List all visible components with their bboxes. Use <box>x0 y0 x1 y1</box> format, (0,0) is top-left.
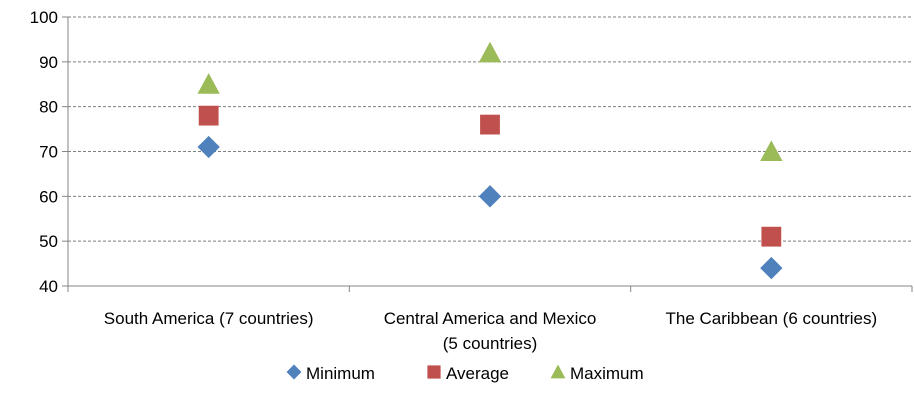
legend-marker-average <box>427 365 441 379</box>
x-category-label: The Caribbean (6 countries) <box>665 309 877 328</box>
y-tick-label: 60 <box>39 187 58 206</box>
axes <box>62 16 913 292</box>
y-tick-label: 90 <box>39 53 58 72</box>
x-category-label-line: (5 countries) <box>443 334 537 353</box>
x-category-label-line: South America (7 countries) <box>104 309 314 328</box>
y-tick-label: 50 <box>39 232 58 251</box>
legend-label: Maximum <box>570 364 644 383</box>
marker-average-2 <box>761 226 782 247</box>
marker-minimum-0 <box>197 135 220 159</box>
legend-marker-minimum <box>286 364 302 380</box>
y-tick-label: 100 <box>30 8 58 27</box>
legend: Minimum Average Maximum <box>286 364 644 383</box>
legend-marker-maximum <box>550 364 566 379</box>
marker-maximum-2 <box>760 140 783 161</box>
marker-average-0 <box>198 105 219 126</box>
marker-minimum-1 <box>478 185 502 208</box>
marker-average-1 <box>480 114 500 135</box>
legend-label: Minimum <box>306 364 375 383</box>
x-category-label: South America (7 countries) <box>104 309 314 328</box>
x-category-label-line: The Caribbean (6 countries) <box>665 309 877 328</box>
x-category-label: Central America and Mexico (5 countries) <box>384 309 597 353</box>
y-tick-label: 80 <box>39 98 58 117</box>
y-axis-tick-labels: 40 50 60 70 80 90 100 <box>30 8 58 296</box>
data-markers <box>197 41 783 280</box>
x-axis-category-labels: South America (7 countries) Central Ameri… <box>104 309 877 353</box>
x-category-label-line: Central America and Mexico <box>384 309 597 328</box>
y-tick-label: 40 <box>39 277 58 296</box>
marker-minimum-2 <box>760 256 783 280</box>
marker-maximum-0 <box>197 73 220 94</box>
legend-label: Average <box>446 364 509 383</box>
y-tick-label: 70 <box>39 143 58 162</box>
marker-maximum-1 <box>478 41 502 63</box>
